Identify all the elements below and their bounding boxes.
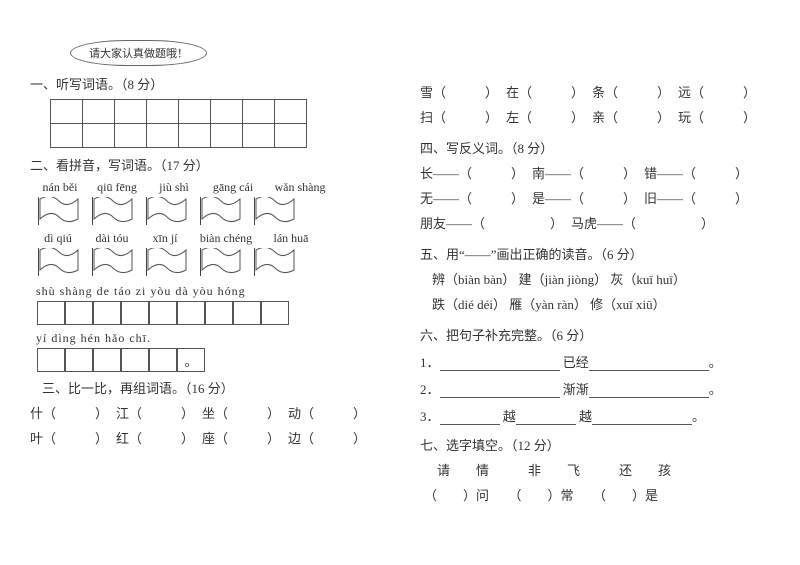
right-column: 雪（ ） 在（ ） 条（ ） 远（ ） 扫（ ） 左（ ） 亲（ ） 玩（ ） … bbox=[400, 0, 800, 565]
pinyin-sentence-1: shù shàng de táo zi yòu dà yòu hóng bbox=[36, 284, 380, 299]
antonym-item: 旧——（ ） bbox=[644, 188, 748, 207]
compare-item: 扫（ ） bbox=[420, 107, 498, 126]
label: 1． bbox=[420, 355, 440, 370]
blank bbox=[440, 411, 500, 425]
sentence-grid-2: 。 bbox=[38, 348, 380, 372]
compare-item: 什（ ） bbox=[30, 403, 108, 422]
sentence-fill-3: 3． 越 越 。 bbox=[420, 406, 770, 425]
answer-flag bbox=[254, 197, 294, 225]
answer-flag bbox=[146, 197, 186, 225]
worksheet-page: 请大家认真做题哦！ 一、听写词语。（8 分） 二、看拼音，写词语。（17 分） … bbox=[0, 0, 800, 565]
pinyin: dì qiú bbox=[34, 231, 82, 246]
section-7-title: 七、选字填空。（12 分） bbox=[420, 435, 770, 454]
section-6-title: 六、把句子补充完整。（6 分） bbox=[420, 325, 770, 344]
compare-row: 扫（ ） 左（ ） 亲（ ） 玩（ ） bbox=[420, 107, 770, 126]
antonym-item: 南——（ ） bbox=[532, 163, 636, 182]
compare-item: 远（ ） bbox=[678, 82, 756, 101]
compare-row: 雪（ ） 在（ ） 条（ ） 远（ ） bbox=[420, 82, 770, 101]
speech-bubble: 请大家认真做题哦！ bbox=[70, 40, 207, 66]
antonym-row: 朋友——（ ） 马虎——（ ） bbox=[420, 213, 770, 232]
choice-candidates: 请 情 非 飞 还 孩 bbox=[424, 460, 770, 479]
pinyin-row-2: dì qiú dài tóu xīn jí biàn chéng lán huā bbox=[34, 231, 380, 246]
section-3-title: 三、比一比，再组词语。（16 分） bbox=[42, 378, 380, 397]
compare-item: 在（ ） bbox=[506, 82, 584, 101]
compare-item: 叶（ ） bbox=[30, 428, 108, 447]
antonym-item: 无——（ ） bbox=[420, 188, 524, 207]
antonym-row: 无——（ ） 是——（ ） 旧——（ ） bbox=[420, 188, 770, 207]
word: 越 bbox=[579, 409, 592, 424]
choice-blanks: （ ）问 （ ）常 （ ）是 bbox=[424, 485, 770, 504]
compare-item: 左（ ） bbox=[506, 107, 584, 126]
sentence-fill-2: 2． 渐渐 。 bbox=[420, 379, 770, 398]
label: 3． bbox=[420, 409, 440, 424]
blank bbox=[589, 357, 709, 371]
blank bbox=[440, 384, 560, 398]
blank bbox=[589, 384, 709, 398]
answer-flag bbox=[38, 248, 78, 276]
answer-flag bbox=[92, 197, 132, 225]
section-5-title: 五、用“——”画出正确的读音。（6 分） bbox=[420, 244, 770, 263]
pinyin: nán běi bbox=[34, 180, 86, 195]
pinyin-row-1: nán běi qiū fēng jiù shì gāng cái wǎn sh… bbox=[34, 180, 380, 195]
antonym-item: 马虎——（ ） bbox=[571, 213, 714, 232]
compare-item: 边（ ） bbox=[288, 428, 366, 447]
compare-item: 亲（ ） bbox=[592, 107, 670, 126]
period: 。 bbox=[709, 382, 722, 397]
antonym-item: 朋友——（ ） bbox=[420, 213, 563, 232]
pinyin-sentence-2: yí dìng hén hǎo chī. bbox=[36, 331, 380, 346]
antonym-row: 长——（ ） 南——（ ） 错——（ ） bbox=[420, 163, 770, 182]
compare-row: 什（ ） 江（ ） 坐（ ） 动（ ） bbox=[30, 403, 380, 422]
period-cell: 。 bbox=[177, 348, 205, 372]
answer-flag bbox=[200, 197, 240, 225]
compare-item: 雪（ ） bbox=[420, 82, 498, 101]
sentence-fill-1: 1． 已经 。 bbox=[420, 352, 770, 371]
compare-item: 条（ ） bbox=[592, 82, 670, 101]
section-4-title: 四、写反义词。（8 分） bbox=[420, 138, 770, 157]
section-1-title: 一、听写词语。（8 分） bbox=[30, 74, 380, 93]
label: 2． bbox=[420, 382, 440, 397]
compare-item: 坐（ ） bbox=[202, 403, 280, 422]
blank bbox=[592, 411, 692, 425]
word: 渐渐 bbox=[563, 382, 589, 397]
left-column: 请大家认真做题哦！ 一、听写词语。（8 分） 二、看拼音，写词语。（17 分） … bbox=[0, 0, 400, 565]
dictation-grid bbox=[50, 99, 380, 147]
antonym-item: 是——（ ） bbox=[532, 188, 636, 207]
blank bbox=[516, 411, 576, 425]
speech-text: 请大家认真做题哦！ bbox=[89, 48, 188, 60]
pronunciation-line: 辨（biàn bàn） 建（jiàn jiòng） 灰（kuī huī） bbox=[432, 269, 770, 288]
compare-item: 动（ ） bbox=[288, 403, 366, 422]
antonym-item: 错——（ ） bbox=[644, 163, 748, 182]
period: 。 bbox=[692, 409, 705, 424]
compare-item: 玩（ ） bbox=[678, 107, 756, 126]
pinyin: dài tóu bbox=[86, 231, 138, 246]
section-2-title: 二、看拼音，写词语。（17 分） bbox=[30, 155, 380, 174]
word: 越 bbox=[503, 409, 516, 424]
compare-row: 叶（ ） 红（ ） 座（ ） 边（ ） bbox=[30, 428, 380, 447]
answer-flag bbox=[146, 248, 186, 276]
blank bbox=[440, 357, 560, 371]
flag-row-2 bbox=[38, 248, 380, 276]
pinyin: qiū fēng bbox=[90, 180, 144, 195]
pinyin: lán huā bbox=[264, 231, 318, 246]
answer-flag bbox=[254, 248, 294, 276]
pinyin: xīn jí bbox=[142, 231, 188, 246]
compare-item: 红（ ） bbox=[116, 428, 194, 447]
pronunciation-line: 跌（dié déi） 雁（yàn ràn） 修（xuī xiū） bbox=[432, 294, 770, 313]
compare-item: 江（ ） bbox=[116, 403, 194, 422]
answer-flag bbox=[200, 248, 240, 276]
answer-flag bbox=[92, 248, 132, 276]
word: 已经 bbox=[563, 355, 589, 370]
pinyin: gāng cái bbox=[204, 180, 262, 195]
compare-item: 座（ ） bbox=[202, 428, 280, 447]
pinyin: biàn chéng bbox=[192, 231, 260, 246]
antonym-item: 长——（ ） bbox=[420, 163, 524, 182]
sentence-grid-1 bbox=[38, 301, 380, 325]
answer-flag bbox=[38, 197, 78, 225]
period: 。 bbox=[709, 355, 722, 370]
flag-row-1 bbox=[38, 197, 380, 225]
pinyin: jiù shì bbox=[148, 180, 200, 195]
pinyin: wǎn shàng bbox=[266, 180, 334, 195]
